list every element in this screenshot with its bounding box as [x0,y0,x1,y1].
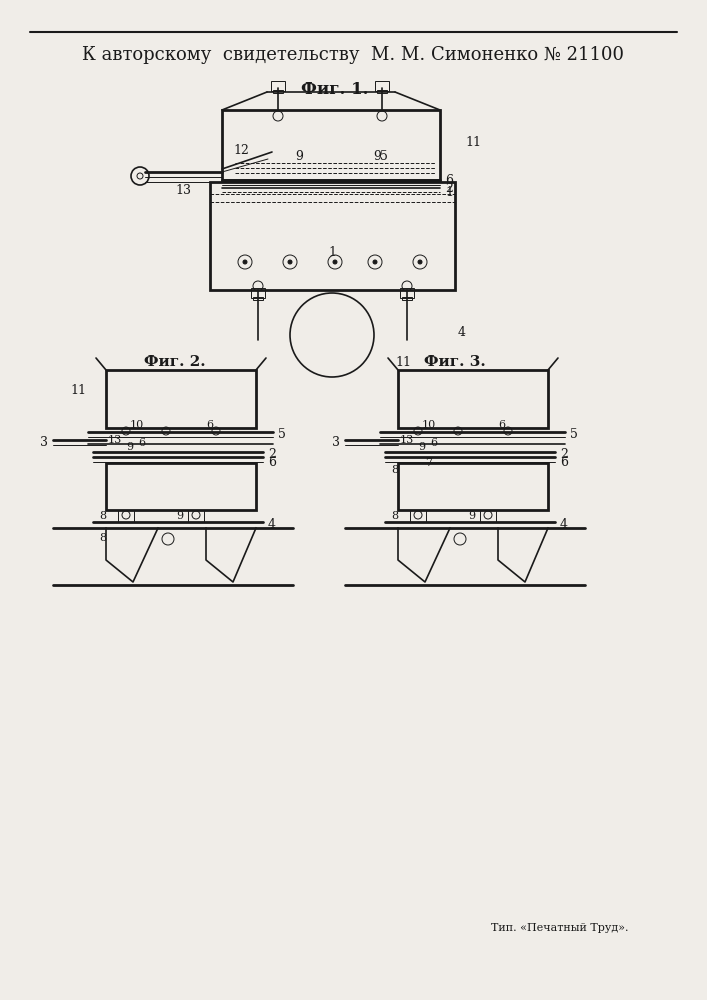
Text: 7: 7 [425,458,432,468]
Bar [188,510,204,522]
Text: 9: 9 [176,511,183,521]
Text: 12: 12 [233,143,249,156]
Circle shape [418,260,422,264]
Bar [398,370,548,428]
Bar [251,288,265,298]
Text: 9: 9 [373,149,381,162]
Text: 13: 13 [108,435,122,445]
Circle shape [243,260,247,264]
Text: Фиг. 1.: Фиг. 1. [301,82,369,99]
Text: 2: 2 [268,448,276,460]
Text: 6: 6 [498,420,505,430]
Text: 1: 1 [328,245,336,258]
Text: 10: 10 [422,420,436,430]
Bar [410,510,426,522]
Text: 13: 13 [400,435,414,445]
Bar [106,463,256,510]
Text: 6: 6 [268,456,276,468]
Text: 3: 3 [40,436,48,450]
Circle shape [373,260,377,264]
Text: 6: 6 [445,174,453,186]
Text: 4: 4 [458,326,466,338]
Text: 4: 4 [268,518,276,530]
Bar [273,90,283,93]
Bar [210,182,455,290]
Polygon shape [498,528,548,582]
Bar [480,510,496,522]
Bar [118,510,134,522]
Text: 3: 3 [332,436,340,450]
Text: 13: 13 [175,184,191,196]
Text: 9: 9 [126,442,133,452]
Text: 1: 1 [445,186,453,198]
Bar [222,110,440,180]
Bar [377,90,387,93]
Polygon shape [398,528,450,582]
Bar [402,297,412,300]
Text: 9: 9 [418,442,425,452]
Text: Тип. «Печатный Труд».: Тип. «Печатный Труд». [491,923,629,933]
Text: 6: 6 [560,456,568,468]
Text: 9: 9 [468,511,475,521]
Bar [253,297,263,300]
Bar [398,463,548,510]
Text: 6: 6 [138,438,145,448]
Text: 5: 5 [380,149,388,162]
Polygon shape [206,528,256,582]
Text: 6: 6 [430,438,437,448]
Text: 6: 6 [206,420,213,430]
Text: 9: 9 [295,149,303,162]
Text: 5: 5 [570,428,578,440]
Text: 5: 5 [278,428,286,440]
Bar [375,81,389,91]
Text: Фиг. 2.: Фиг. 2. [144,355,206,369]
Text: 4: 4 [560,518,568,530]
Circle shape [333,260,337,264]
Text: 11: 11 [465,135,481,148]
Text: К авторскому  свидетельству  М. М. Симоненко № 21100: К авторскому свидетельству М. М. Симонен… [82,46,624,64]
Text: 8: 8 [99,511,106,521]
Bar [106,370,256,428]
Text: 8: 8 [99,533,106,543]
Text: Фиг. 3.: Фиг. 3. [424,355,486,369]
Bar [400,288,414,298]
Bar [271,81,285,91]
Text: 8: 8 [391,465,398,475]
Text: 2: 2 [560,448,568,460]
Text: 2: 2 [445,182,453,194]
Text: 8: 8 [391,511,398,521]
Polygon shape [106,528,158,582]
Circle shape [288,260,292,264]
Text: 11: 11 [70,383,86,396]
Text: 10: 10 [130,420,144,430]
Text: 11: 11 [395,356,411,368]
